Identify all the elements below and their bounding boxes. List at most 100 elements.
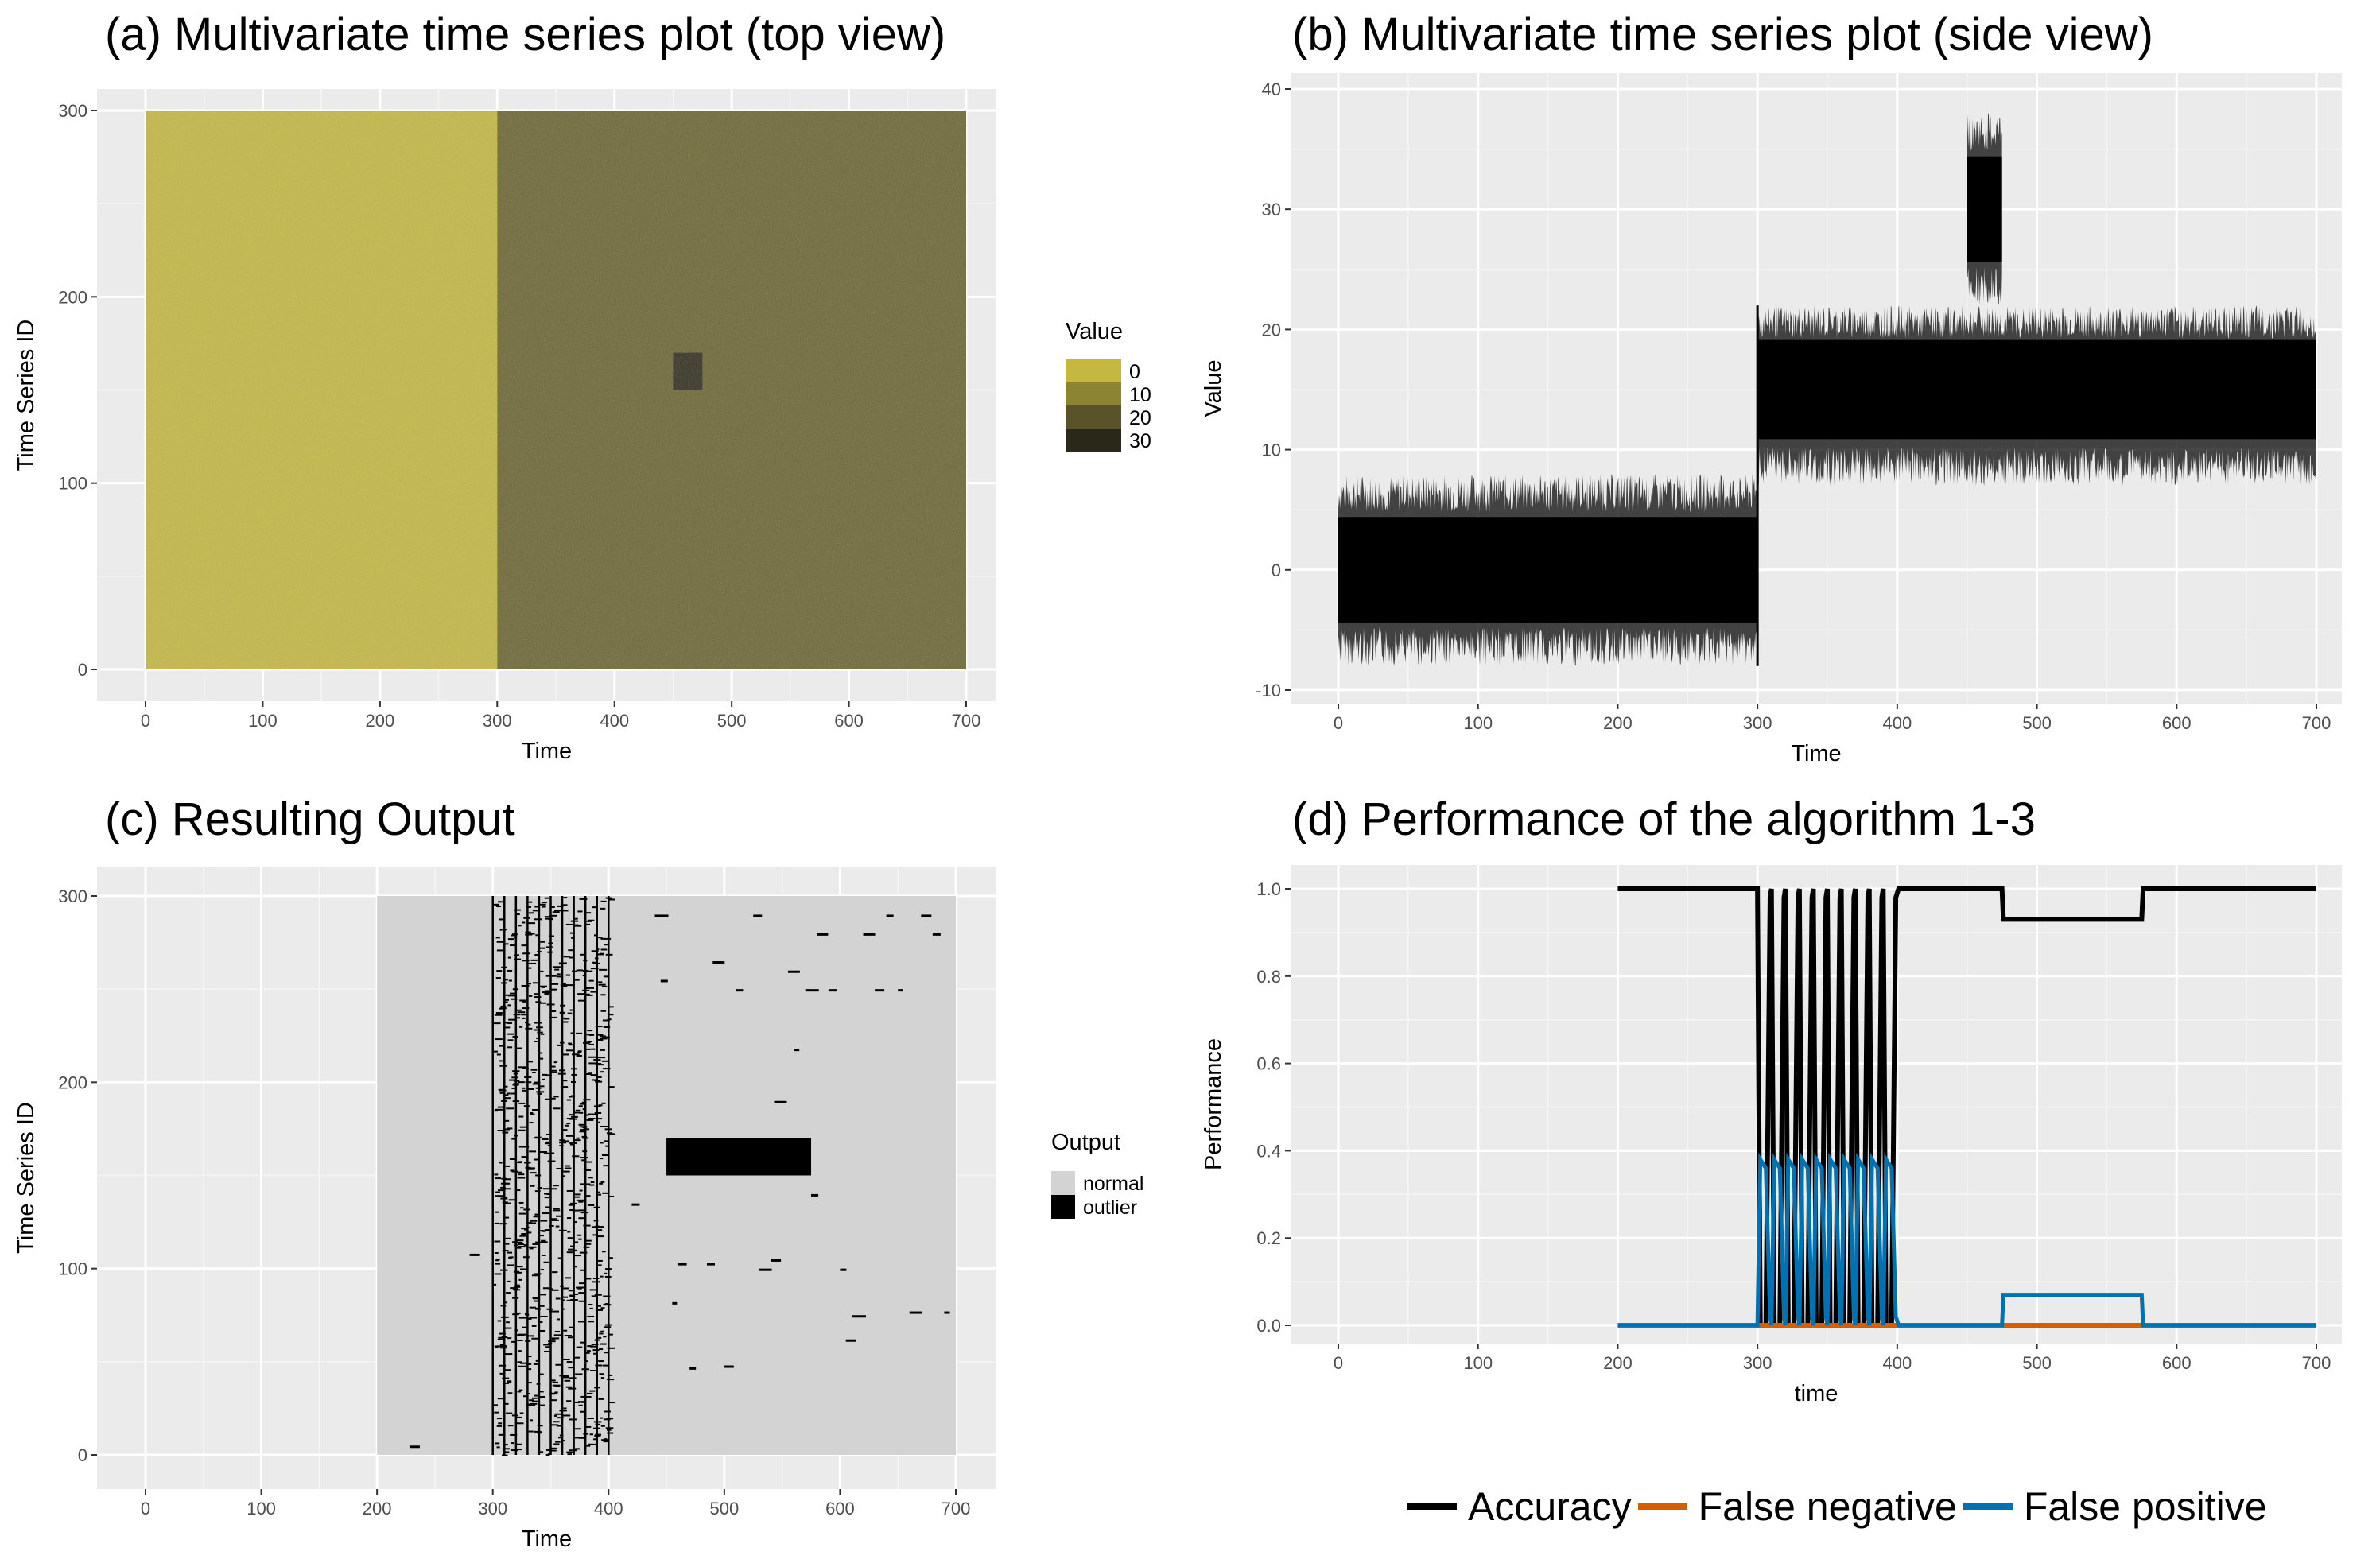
c-outlier-mark (583, 970, 588, 972)
c-outlier-mark (583, 1433, 588, 1435)
c-outlier-mark (514, 1135, 518, 1137)
c-outlier-mark (517, 1361, 522, 1363)
c-outlier-mark (569, 1118, 577, 1120)
c-outlier-mark (551, 983, 559, 985)
c-outlier-mark (497, 1320, 502, 1322)
c-outlier-mark (520, 1207, 524, 1209)
c-outlier-mark (581, 1101, 586, 1103)
c-outlier-mark (503, 1402, 509, 1405)
c-outlier-mark (604, 1326, 612, 1328)
c-outlier-mark (561, 1375, 569, 1378)
c-outlier-mark (517, 1129, 526, 1131)
c-outlier-mark (608, 1195, 615, 1197)
c-outlier-mark (840, 1268, 847, 1271)
c-outlier-mark (518, 925, 522, 927)
c-outlier-mark (494, 1411, 499, 1414)
c-outlier-mark (500, 1005, 507, 1007)
c-outlier-mark (530, 959, 538, 961)
c-outlier-mark (529, 1150, 537, 1153)
c-outlier-mark (817, 933, 829, 936)
b-band-envelope (1967, 113, 2002, 306)
c-outlier-mark (569, 1114, 573, 1116)
c-outlier-mark (543, 1261, 549, 1263)
b-x-tick-label: 100 (1463, 713, 1493, 733)
c-outlier-mark (549, 1392, 557, 1394)
c-outlier-mark (603, 1336, 607, 1338)
c-outlier-mark (496, 941, 504, 943)
panel-b-title: (b) Multivariate time series plot (side … (1292, 9, 2153, 60)
c-outlier-mark (542, 1138, 549, 1140)
c-outlier-mark (506, 1321, 510, 1324)
c-outlier-mark (496, 949, 505, 952)
c-outlier-mark (592, 1443, 598, 1445)
c-outlier-mark (573, 1266, 577, 1268)
c-outlier-mark (497, 1106, 506, 1108)
c-outlier-mark (534, 993, 539, 995)
c-outlier-mark (521, 944, 529, 947)
c-outlier-mark (565, 1124, 569, 1127)
c-outlier-mark (592, 961, 597, 964)
c-outlier-mark (530, 1113, 535, 1115)
c-outlier-mark (600, 1307, 605, 1309)
c-outlier-mark (518, 1146, 523, 1148)
c-outlier-mark (503, 1451, 510, 1453)
c-outlier-mark (539, 1451, 544, 1453)
c-outlier-mark (505, 1243, 510, 1245)
c-outlier-mark (513, 1072, 518, 1075)
c-outlier-mark (580, 1395, 586, 1398)
c-outlier-mark (508, 1199, 516, 1201)
c-outlier-mark (566, 1400, 572, 1402)
c-outlier-mark (909, 1311, 922, 1314)
c-outlier-mark (571, 1095, 576, 1097)
c-outlier-mark (547, 951, 553, 953)
c-outlier-mark (511, 1442, 514, 1445)
c-outlier-mark (579, 1111, 584, 1114)
c-outlier-mark (596, 1076, 602, 1078)
c-outlier-mark (562, 983, 566, 985)
c-outlier-mark (525, 931, 531, 933)
c-outlier-mark (575, 1109, 581, 1111)
c-outlier-mark (599, 968, 608, 971)
c-outlier-mark (506, 1127, 513, 1130)
c-outlier-mark (514, 1017, 520, 1019)
c-outlier-mark (553, 1414, 558, 1417)
c-outlier-mark (551, 1219, 559, 1221)
legend-key-false-negative (1637, 1503, 1687, 1510)
c-outlier-mark (500, 982, 507, 984)
c-outlier-mark (573, 1293, 579, 1295)
c-outlier-mark (596, 1118, 603, 1120)
c-outlier-mark (598, 1398, 604, 1400)
a-y-axis-title: Time Series ID (14, 320, 39, 471)
c-outlier-mark (569, 1142, 577, 1144)
c-outlier-mark (506, 1092, 511, 1095)
c-outlier-mark (604, 937, 612, 940)
a-x-tick-label: 700 (952, 711, 981, 731)
c-outlier-mark (521, 1014, 528, 1016)
c-outlier-mark (588, 1072, 592, 1075)
c-outlier-mark (585, 1352, 590, 1354)
c-outlier-mark (584, 1278, 592, 1280)
c-outlier-mark (507, 1039, 514, 1041)
c-outlier-mark (598, 983, 606, 986)
c-outlier-mark (525, 1340, 531, 1342)
c-outlier-mark (599, 1348, 604, 1351)
c-outlier-mark (541, 1254, 546, 1256)
c-outlier-mark (500, 1305, 507, 1307)
a-legend-swatch (1066, 359, 1121, 382)
c-outlier-mark (579, 1200, 584, 1202)
c-outlier-mark (600, 1158, 604, 1160)
c-outlier-mark (593, 1421, 602, 1423)
c-outlier-mark (590, 991, 598, 993)
c-outlier-mark (589, 1307, 593, 1309)
c-outlier-mark (494, 1240, 501, 1243)
c-outlier-mark (561, 1376, 569, 1379)
c-outlier-mark (532, 1297, 541, 1300)
c-outlier-mark (863, 933, 876, 936)
c-outlier-mark (562, 1287, 569, 1290)
b-y-tick-label: 30 (1262, 200, 1281, 219)
c-outlier-mark (552, 1271, 558, 1274)
c-legend-title: Output (1051, 1130, 1120, 1155)
c-outlier-mark (886, 914, 894, 917)
c-outlier-mark (499, 1092, 505, 1094)
c-outlier-mark (570, 920, 579, 922)
